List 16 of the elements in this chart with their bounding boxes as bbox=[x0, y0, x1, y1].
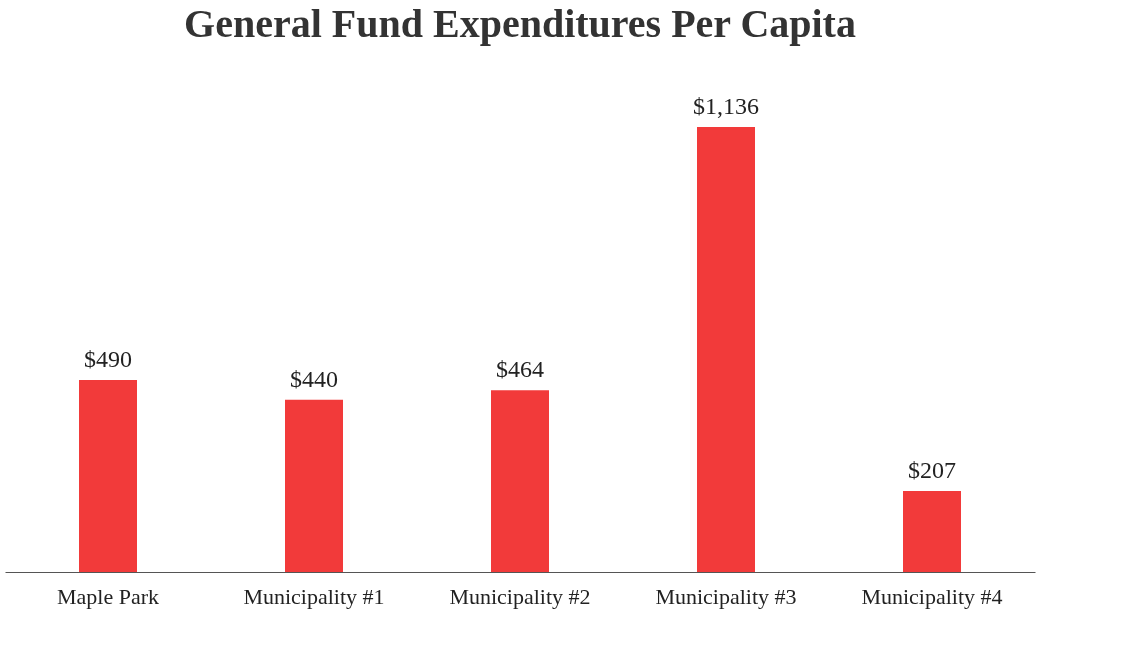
bar bbox=[903, 490, 961, 572]
x-tick-label: Municipality #3 bbox=[655, 583, 797, 609]
bar bbox=[697, 127, 755, 572]
data-label: $490 bbox=[84, 346, 132, 373]
data-label: $464 bbox=[496, 356, 544, 383]
data-label: $440 bbox=[290, 365, 338, 392]
bar bbox=[491, 390, 549, 572]
data-label: $1,136 bbox=[693, 93, 759, 120]
x-tick-label: Maple Park bbox=[56, 583, 160, 609]
bar bbox=[79, 380, 137, 572]
bar bbox=[285, 399, 343, 572]
data-label: $207 bbox=[908, 456, 956, 483]
x-tick-label: Municipality #2 bbox=[449, 583, 591, 609]
x-tick-label: Municipality #4 bbox=[861, 583, 1003, 609]
chart-title: General Fund Expenditures Per Capita bbox=[184, 1, 856, 47]
x-tick-label: Municipality #1 bbox=[243, 583, 385, 609]
